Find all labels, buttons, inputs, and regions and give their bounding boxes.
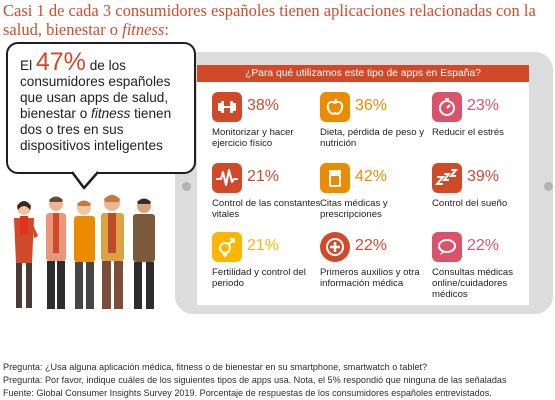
tile-auxilios: 22% Primeros auxilios y otra información… — [320, 232, 430, 300]
tile-label: Fertilidad y control del periodo — [212, 267, 306, 289]
bubble-pre: El — [20, 58, 36, 73]
bubble-post: de los consumidores españoles que usan a… — [20, 58, 171, 121]
tile-citas: 42% Citas médicas y prescripciones — [320, 163, 430, 231]
tile-label: Monitorizar y hacer ejercicio físico — [212, 127, 294, 149]
bubble-stat: 47% — [35, 48, 86, 76]
bubble-emphasis: fitness — [91, 106, 131, 121]
headline-tail: : — [164, 20, 169, 39]
tile-dieta: 36% Dieta, pérdida de peso y nutrición — [320, 92, 430, 160]
tile-pct: 36% — [355, 97, 388, 114]
tile-label: Control de las constantes vitales — [212, 198, 321, 220]
tile-pct: 22% — [355, 237, 388, 254]
tile-label: Consultas médicas online/cuidadores médi… — [432, 267, 514, 300]
stopwatch-icon — [432, 92, 462, 122]
tile-label: Control del sueño — [432, 198, 508, 209]
tile-label: Dieta, pérdida de peso y nutrición — [320, 127, 424, 149]
footnote-question-1: Pregunta: ¿Usa alguna aplicación médica,… — [3, 362, 428, 372]
person-man-icon — [46, 196, 66, 309]
headline-emphasis: fitness — [122, 20, 165, 39]
tile-pct: 38% — [247, 97, 280, 114]
sleep-icon — [432, 163, 462, 193]
person-man-icon — [101, 195, 124, 309]
person-man-icon — [133, 198, 155, 309]
bubble-tail-text: tienen dos o tres en sus dispositivos in… — [20, 106, 172, 153]
first-aid-icon — [320, 232, 350, 262]
dumbbell-icon — [212, 92, 242, 122]
gender-icon — [212, 232, 242, 262]
tile-label: Citas médicas y prescripciones — [320, 198, 388, 220]
tablet-screen — [197, 65, 529, 305]
tile-label: Primeros auxilios y otra información méd… — [320, 267, 420, 289]
chat-icon — [432, 232, 462, 262]
tablet-camera — [182, 182, 191, 191]
bubble-text: El 47% de los consumidores españoles que… — [20, 50, 192, 154]
tile-ejercicio: 38% Monitorizar y hacer ejercicio físico — [212, 92, 322, 160]
apple-icon — [320, 92, 350, 122]
tile-pct: 21% — [247, 168, 280, 185]
heartbeat-icon — [212, 163, 242, 193]
tile-pct: 42% — [355, 168, 388, 185]
tile-pct: 39% — [467, 168, 500, 185]
tile-sueno: 39% Control del sueño — [432, 163, 542, 231]
tile-estres: 23% Reducir el estrés — [432, 92, 542, 160]
speech-bubble — [6, 42, 196, 174]
person-woman-icon — [14, 201, 38, 308]
speech-bubble-tail — [71, 170, 99, 190]
question-bar: ¿Para qué utilizamos este tipo de apps e… — [197, 65, 529, 82]
headline: Casi 1 de cada 3 consumidores españoles … — [3, 1, 555, 39]
footnote-question-2: Pregunta: Por favor, indique cuáles de l… — [3, 375, 507, 385]
tile-constantes: 21% Control de las constantes vitales — [212, 163, 322, 231]
tile-pct: 23% — [467, 97, 500, 114]
tile-label: Reducir el estrés — [432, 127, 504, 138]
pill-bottle-icon — [320, 163, 350, 193]
footnote-source: Fuente: Global Consumer Insights Survey … — [3, 388, 492, 398]
tablet-home-button — [544, 182, 553, 191]
tile-fertilidad: 21% Fertilidad y control del periodo — [212, 232, 322, 300]
people-illustration — [14, 195, 155, 309]
headline-text: Casi 1 de cada 3 consumidores españoles … — [3, 1, 536, 39]
tile-pct: 22% — [467, 237, 500, 254]
tile-consultas: 22% Consultas médicas online/cuidadores … — [432, 232, 542, 300]
person-man-icon — [74, 200, 95, 309]
tile-pct: 21% — [247, 237, 280, 254]
